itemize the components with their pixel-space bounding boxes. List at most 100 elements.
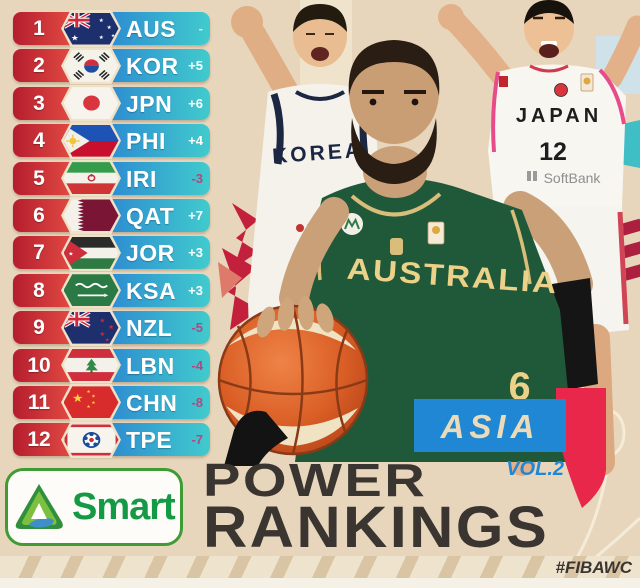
- korea-mouth: [311, 47, 329, 61]
- australia-beard: [351, 118, 437, 184]
- ranking-row: 2 KOR +5: [13, 47, 210, 85]
- ranking-row: 4 PHI +4: [13, 122, 210, 160]
- japan-collar: [529, 64, 569, 73]
- rank-change: +6: [188, 95, 203, 111]
- svg-text:★: ★: [91, 400, 95, 406]
- rank-number: 6: [33, 203, 45, 227]
- australia-sponsor-m: [344, 217, 360, 230]
- korea-chest-logo: [296, 224, 304, 232]
- australia-hand-fingers: [256, 296, 334, 338]
- ranking-row: 3 JPN +6: [13, 84, 210, 122]
- svg-text:★: ★: [106, 24, 111, 31]
- japan-jba-patch: [499, 76, 508, 87]
- team-flag-icon: ★ ★ ★ ★ ★: [63, 12, 119, 45]
- australia-neckline: [350, 192, 442, 217]
- team-code: IRI: [126, 165, 157, 192]
- rank-number: 9: [33, 316, 45, 340]
- australia-hair: [348, 40, 440, 96]
- svg-text:★: ★: [108, 323, 114, 331]
- team-code: JPN: [126, 90, 173, 117]
- ranking-row: 6 QAT +7: [13, 196, 210, 234]
- japan-jersey-label: JAPAN: [516, 105, 602, 127]
- team-flag-icon: ★: [63, 236, 119, 269]
- rank-number: 11: [27, 390, 51, 414]
- svg-text:★: ★: [99, 317, 105, 325]
- svg-text:★: ★: [91, 394, 95, 400]
- team-flag-icon: [63, 87, 119, 120]
- australia-worldcup-trophy: [432, 226, 440, 234]
- salmon-pennant: [218, 262, 242, 298]
- rank-change: +7: [188, 207, 203, 223]
- australia-forearm-sleeve: [224, 410, 288, 466]
- svg-text:★: ★: [104, 336, 109, 343]
- ranking-row: 8 KSA +3: [13, 271, 210, 309]
- svg-text:★: ★: [110, 33, 114, 39]
- rank-number: 2: [33, 54, 45, 78]
- australia-right-arm: [279, 197, 349, 313]
- rank-change: +4: [188, 133, 203, 149]
- flag-badge: ★: [61, 234, 121, 272]
- team-code: QAT: [126, 202, 175, 229]
- flag-badge: ★ ★ ★ ★: [61, 309, 121, 347]
- rank-change: -7: [191, 432, 203, 448]
- ranking-row: 9 ★ ★ ★ ★ NZL -5: [13, 309, 210, 347]
- japan-worldcup-trophy: [583, 77, 591, 85]
- japan-mouth: [539, 44, 559, 58]
- japan-trim-right: [598, 68, 626, 125]
- japan-leg-right: [582, 324, 615, 476]
- flag-badge: [61, 159, 121, 197]
- ranking-row: 5 IRI -3: [13, 159, 210, 197]
- ranking-row: 1 ★ ★ ★ ★ ★ AUS -: [13, 10, 210, 47]
- ranking-row: 12 TPE -7: [13, 421, 210, 459]
- flag-badge: [61, 421, 121, 459]
- korea-neckline: [294, 90, 346, 101]
- australia-crest: [390, 238, 403, 255]
- svg-text:★: ★: [68, 251, 73, 258]
- australia-jersey-number: 6: [507, 364, 532, 409]
- japan-shorts-stripe: [617, 211, 629, 325]
- rank-change: +3: [188, 245, 203, 261]
- team-flag-icon: [63, 199, 119, 232]
- team-code: KOR: [126, 53, 179, 80]
- flag-badge: ★ ★ ★ ★ ★: [61, 383, 121, 421]
- team-flag-icon: [63, 124, 119, 157]
- rank-number: 12: [27, 428, 51, 452]
- rank-number: 3: [33, 91, 45, 115]
- rankings-list: 1 ★ ★ ★ ★ ★ AUS - 2 KOR +5 3: [0, 0, 220, 482]
- rank-change: +5: [188, 58, 203, 74]
- svg-text:★: ★: [86, 405, 90, 411]
- flag-badge: [61, 346, 121, 384]
- svg-text:★: ★: [98, 34, 103, 41]
- australia-eye-left: [369, 98, 377, 106]
- japan-jersey: [488, 64, 626, 207]
- team-flag-icon: [63, 423, 119, 456]
- australia-player: AUSTRALIA 6: [217, 40, 598, 466]
- rank-change: -4: [191, 357, 203, 373]
- japan-jersey-number: 12: [539, 138, 567, 166]
- australia-eye-right: [411, 98, 419, 106]
- flag-badge: [61, 47, 121, 85]
- team-flag-icon: [63, 49, 119, 82]
- flag-badge: [61, 196, 121, 234]
- svg-text:★: ★: [99, 330, 105, 338]
- korea-hair: [293, 4, 347, 32]
- team-flag-icon: ★ ★ ★ ★: [63, 311, 119, 344]
- flag-badge: [61, 84, 121, 122]
- flag-badge: ★ ★ ★ ★ ★: [61, 10, 121, 47]
- team-flag-icon: ★ ★ ★ ★ ★: [63, 386, 119, 419]
- team-code: CHN: [126, 389, 178, 416]
- softbank-logo-bar2: [533, 171, 537, 181]
- rank-number: 7: [33, 241, 45, 265]
- rank-number: 1: [33, 17, 45, 40]
- svg-text:★: ★: [98, 17, 103, 24]
- flag-badge: [61, 271, 121, 309]
- red-pennant-1: [232, 203, 258, 268]
- japan-right-arm: [443, 9, 516, 91]
- ranking-row: 11 ★ ★ ★ ★ ★ CHN -8: [13, 383, 210, 421]
- rank-change: -: [198, 21, 203, 36]
- team-flag-icon: [63, 162, 119, 195]
- svg-text:★: ★: [72, 392, 84, 405]
- team-code: JOR: [126, 240, 175, 267]
- rank-number: 8: [33, 278, 45, 302]
